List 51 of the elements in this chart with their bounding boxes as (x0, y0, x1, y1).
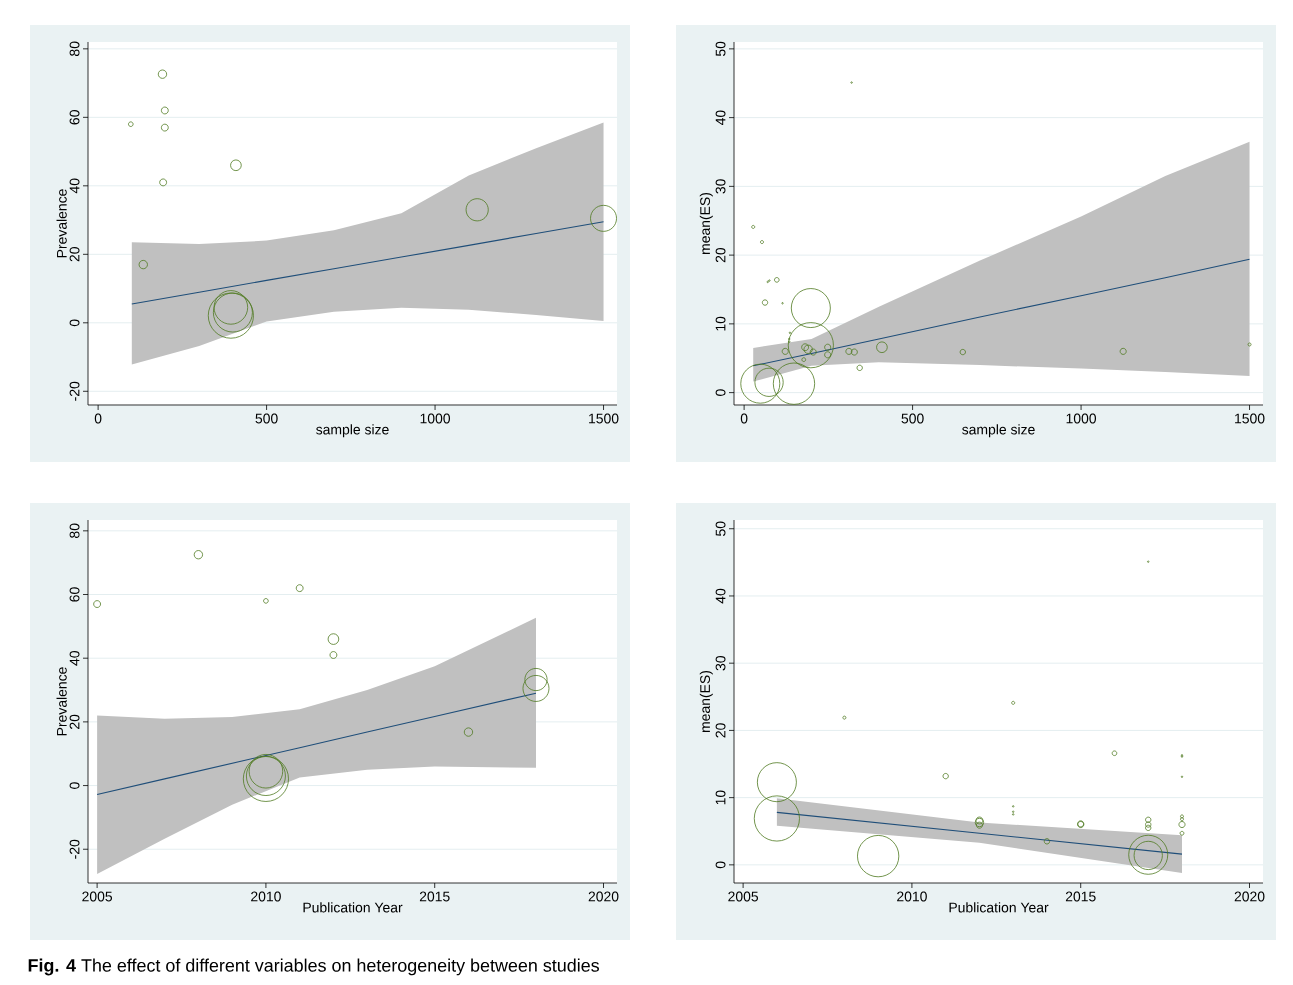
y-tick-label: 80 (69, 523, 80, 538)
y-tick-label: 40 (69, 178, 80, 194)
y-tick-label: 10 (715, 790, 726, 805)
y-tick-label: 10 (715, 316, 726, 331)
y-tick-label: 20 (69, 247, 80, 262)
line-series (131, 221, 605, 305)
x-tick-label: 2015 (1065, 891, 1096, 902)
y-axis-title: Prevalence (56, 667, 67, 736)
x-axis-title: sample size (316, 424, 389, 438)
y-tick-label: 50 (715, 521, 726, 536)
y-tick-label: 20 (69, 714, 80, 729)
x-tick-label: 1000 (1066, 413, 1097, 424)
y-axis-title: Prevalence (56, 189, 67, 258)
x-tick-label: 2010 (251, 891, 281, 902)
y-tick-label: 30 (715, 655, 726, 671)
y-tick-label: 0 (69, 782, 80, 789)
y-tick-label: 50 (715, 41, 726, 57)
x-tick-label: 2010 (897, 891, 927, 902)
x-tick-label: 2015 (419, 891, 450, 902)
y-tick-label: 0 (715, 389, 726, 396)
x-tick-label: 500 (901, 413, 924, 424)
x-tick-label: 2020 (1234, 891, 1265, 902)
y-axis-title: mean(ES) (699, 192, 713, 254)
x-tick-label: 500 (255, 413, 278, 424)
y-tick-label: 60 (69, 110, 80, 125)
y-tick-label: -20 (69, 381, 80, 401)
x-tick-label: 0 (94, 413, 102, 424)
y-tick-label: 20 (715, 723, 726, 738)
y-tick-label: 40 (715, 588, 726, 604)
x-axis-title: sample size (962, 424, 1035, 438)
x-tick-label: 1000 (420, 413, 451, 424)
x-tick-label: 1500 (589, 413, 619, 424)
y-tick-label: 60 (69, 587, 80, 602)
y-axis-title: mean(ES) (699, 670, 713, 732)
y-tick-label: 30 (715, 179, 726, 194)
y-tick-label: -20 (69, 839, 80, 859)
y-tick-label: 0 (69, 319, 80, 327)
y-tick-label: 40 (69, 650, 80, 666)
x-tick-label: 1500 (1235, 413, 1265, 424)
y-tick-label: 20 (715, 247, 726, 263)
x-axis-title: Publication Year (303, 902, 403, 913)
text: Fig. 4 The effect of different variables on heterogeneity between studies (28, 958, 600, 976)
line-series (752, 258, 1251, 367)
y-tick-label: 0 (715, 861, 726, 869)
x-tick-label: 2005 (728, 891, 759, 902)
x-axis-title: Publication Year (949, 902, 1049, 913)
x-tick-label: 2005 (82, 891, 113, 902)
y-tick-label: 40 (715, 110, 726, 126)
x-tick-label: 0 (740, 413, 748, 424)
x-tick-label: 2020 (588, 891, 619, 902)
y-tick-label: 80 (69, 41, 80, 56)
